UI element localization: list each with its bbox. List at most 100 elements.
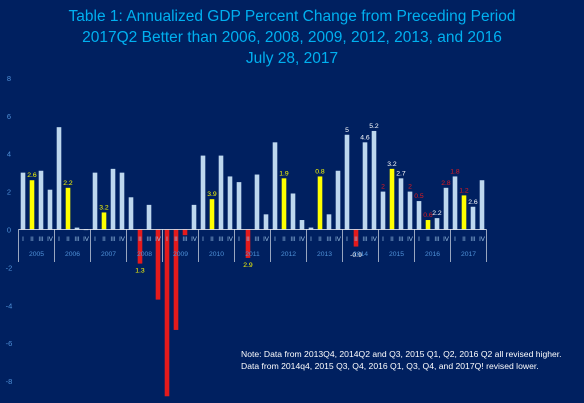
quarter-tick-label: III [326,236,331,243]
data-label: 2.9 [243,262,253,269]
data-label: 5.2 [369,123,379,130]
data-label: -0.9 [350,252,362,259]
data-label: 0.8 [315,168,325,175]
data-label: 1.3 [135,268,145,275]
data-label: 1.2 [459,187,469,194]
quarter-tick-label: III [362,236,367,243]
data-label: 2.7 [396,170,406,177]
y-tick-label: -4 [6,301,13,310]
quarter-tick-label: III [38,236,43,243]
y-tick-label: 2 [7,188,11,197]
data-label: 2.6 [468,199,478,206]
bar [443,187,449,230]
quarter-tick-label: III [218,236,223,243]
bar [326,214,332,230]
bar [398,178,404,230]
bar [389,168,395,230]
quarter-tick-label: III [74,236,79,243]
data-label: 3.2 [387,161,397,168]
bar [434,218,440,230]
bar [218,155,224,230]
quarter-tick-label: I [454,236,456,243]
year-tick-label: 2014 [353,251,368,258]
bar [470,206,476,230]
year-tick-label: 2011 [245,251,260,258]
bar [299,220,305,230]
bar [164,229,170,397]
bar [308,227,314,230]
quarter-tick-label: III [146,236,151,243]
data-label: 3.9 [207,191,217,198]
data-label: 3.2 [99,204,109,211]
chart-title-line-2: 2017Q2 Better than 2006, 2008, 2009, 201… [82,29,502,46]
quarter-tick-label: IV [479,236,486,243]
y-tick-label: 8 [7,74,11,83]
bar [380,191,386,230]
bar [209,199,215,230]
data-label: 0.5 [414,193,424,200]
quarter-tick-label: I [202,236,204,243]
quarter-tick-label: III [254,236,259,243]
y-tick-label: -2 [6,263,13,272]
quarter-tick-label: IV [263,236,270,243]
note-line-1: Note: Data from 2013Q4, 2014Q2 and Q3, 2… [241,349,562,359]
bar [425,220,431,230]
data-label: 4.6 [360,134,370,141]
year-tick-label: 2012 [281,251,296,258]
quarter-tick-label: IV [407,236,414,243]
bar [47,189,53,230]
quarter-tick-label: II [138,236,142,243]
quarter-tick-label: IV [119,236,126,243]
quarter-tick-label: II [354,236,358,243]
quarter-tick-label: I [418,236,420,243]
chart-title-line-3: July 28, 2017 [245,50,339,67]
quarter-tick-label: I [130,236,132,243]
bar [110,168,116,230]
quarter-tick-label: IV [83,236,90,243]
bar [200,155,206,230]
quarter-tick-label: I [346,236,348,243]
quarter-tick-label: II [462,236,466,243]
quarter-tick-label: II [390,236,394,243]
bar [344,134,350,230]
bar [38,170,44,230]
quarter-tick-label: III [182,236,187,243]
bar [155,229,161,300]
bar [137,229,143,264]
bar [452,176,458,230]
year-tick-label: 2016 [425,251,440,258]
bar [416,201,422,230]
quarter-tick-label: II [30,236,34,243]
year-tick-label: 2017 [461,251,476,258]
bar [236,182,242,230]
year-tick-label: 2005 [29,251,44,258]
data-label: 2.2 [63,180,73,187]
quarter-tick-label: IV [47,236,54,243]
year-tick-label: 2006 [65,251,80,258]
quarter-tick-label: I [22,236,24,243]
quarter-tick-label: IV [443,236,450,243]
data-label: 2 [381,184,385,191]
quarter-tick-label: III [470,236,475,243]
quarter-tick-label: II [246,236,250,243]
bar [245,229,251,258]
quarter-tick-label: III [398,236,403,243]
data-label: 2 [408,184,412,191]
quarter-tick-label: IV [371,236,378,243]
year-tick-label: 2015 [389,251,404,258]
quarter-tick-label: II [102,236,106,243]
bar [317,176,323,230]
quarter-tick-label: I [238,236,240,243]
data-label: 2.2 [432,210,442,217]
y-tick-label: 0 [7,226,11,235]
quarter-tick-label: II [318,236,322,243]
bar [182,229,188,236]
year-tick-label: 2008 [137,251,152,258]
bar [479,180,485,230]
y-tick-label: 4 [7,150,11,159]
bar [146,204,152,230]
year-tick-label: 2013 [317,251,332,258]
quarter-tick-label: II [174,236,178,243]
quarter-tick-label: IV [227,236,234,243]
